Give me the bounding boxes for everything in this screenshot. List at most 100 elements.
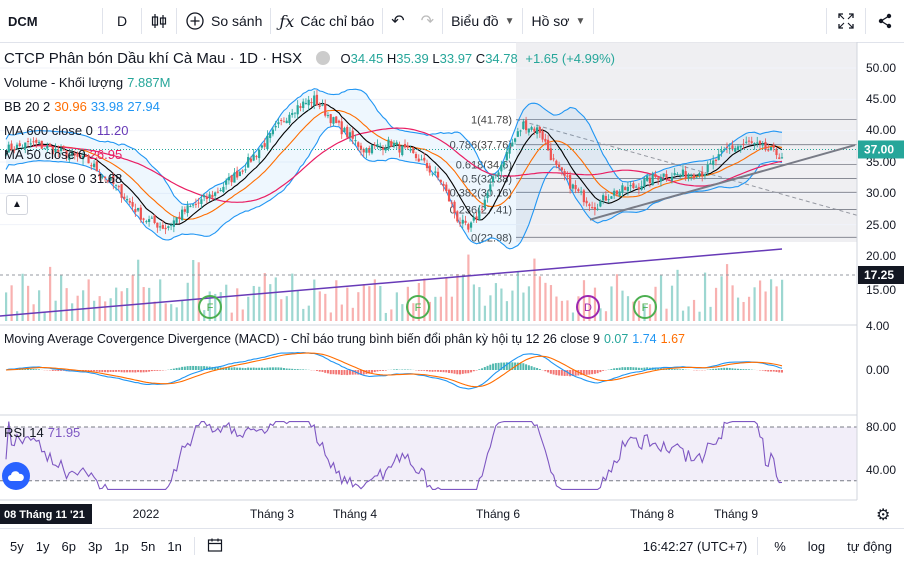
candle-body [764, 142, 766, 150]
macd-histogram-bar [324, 370, 326, 373]
eye-icon[interactable] [316, 51, 330, 65]
price-axis[interactable]: 50.0045.0040.0035.0030.0025.0020.0015.00… [858, 61, 904, 477]
macd-histogram-bar [382, 370, 384, 371]
macd-histogram-bar [27, 369, 29, 370]
percent-scale-button[interactable]: % [768, 539, 792, 554]
macd-histogram-bar [126, 370, 128, 372]
volume-bar [583, 280, 585, 321]
macd-histogram-bar [429, 370, 431, 372]
candle-body [330, 114, 332, 123]
high-value: 35.39 [396, 51, 429, 66]
candle-body [387, 140, 389, 150]
macd-histogram-bar [773, 370, 775, 372]
close-value: 34.78 [485, 51, 518, 66]
candle-body [497, 172, 499, 175]
date-range-button[interactable] [201, 537, 229, 556]
volume-bar [88, 279, 90, 321]
candle-body [187, 205, 189, 213]
undo-button[interactable]: ↶ [383, 0, 412, 42]
candle-body [283, 121, 285, 122]
candle-body [605, 196, 607, 201]
macd-histogram-bar [619, 368, 621, 370]
macd-histogram-bar [533, 367, 535, 370]
share-button[interactable] [866, 0, 904, 42]
candle-type-button[interactable] [142, 0, 176, 42]
auto-scale-button[interactable]: tự động [841, 539, 898, 554]
legend-value: 30.96 [54, 99, 87, 114]
candle-body [203, 195, 205, 197]
candle-body [275, 126, 277, 127]
candle-body [151, 218, 153, 219]
range-button-1p[interactable]: 1p [108, 539, 134, 554]
range-button-1n[interactable]: 1n [161, 539, 187, 554]
candle-body [407, 146, 409, 148]
clock-readout[interactable]: 16:42:27 (UTC+7) [643, 539, 747, 554]
candle-body [665, 174, 667, 178]
volume-bar [236, 288, 238, 321]
volume-bar [522, 293, 524, 321]
collapse-legend-button[interactable]: ▲ [6, 195, 28, 215]
symbol-search[interactable]: DCM [0, 0, 102, 42]
range-button-1y[interactable]: 1y [30, 539, 56, 554]
candle-body [709, 163, 711, 164]
log-scale-button[interactable]: log [802, 539, 831, 554]
profile-menu-button[interactable]: Hồ sơ ▼ [523, 0, 593, 42]
candle-body [745, 142, 747, 143]
redo-button[interactable]: ↷ [413, 0, 442, 42]
range-button-6p[interactable]: 6p [55, 539, 81, 554]
time-axis-label: Tháng 9 [714, 507, 758, 521]
price-axis-label: 40.00 [866, 123, 896, 137]
volume-bar [517, 271, 519, 321]
plus-circle-icon [185, 11, 205, 31]
candle-body [200, 199, 202, 204]
compare-button[interactable]: So sánh [177, 0, 270, 42]
volume-bar [60, 275, 62, 321]
price-chart[interactable]: 1(41.78)0.786(37.76)0.618(34.6)0.5(32.38… [0, 42, 904, 528]
candle-body [528, 129, 530, 133]
event-marker-label: F [415, 302, 422, 314]
indicators-button[interactable]: ƒx Các chỉ báo [271, 0, 382, 42]
candle-body [277, 122, 279, 124]
macd-histogram-bar [525, 364, 527, 370]
volume-bar [478, 287, 480, 321]
volume-bar [297, 291, 299, 321]
candle-body [756, 142, 758, 143]
top-toolbar: DCM D So sánh ƒx Các chỉ báo ↶ ↷ Biểu đồ… [0, 0, 904, 43]
candle-body [602, 195, 604, 200]
settings-gear-icon[interactable]: ⚙ [876, 507, 890, 524]
volume-bar [660, 275, 662, 321]
candle-body [654, 174, 656, 177]
chart-menu-button[interactable]: Biểu đồ ▼ [443, 0, 522, 42]
candle-body [525, 120, 527, 130]
price-axis-label: 30.00 [866, 186, 896, 200]
macd-histogram-bar [104, 370, 106, 372]
range-button-5y[interactable]: 5y [4, 539, 30, 554]
volume-bar [187, 283, 189, 321]
macd-histogram-bar [35, 369, 37, 370]
candle-body [696, 178, 698, 179]
range-button-3p[interactable]: 3p [82, 539, 108, 554]
candle-body [553, 158, 555, 159]
candle-body [641, 186, 643, 190]
candle-body [740, 146, 742, 148]
interval-button[interactable]: D [103, 0, 141, 42]
candle-body [729, 148, 731, 149]
candle-body [759, 141, 761, 144]
macd-histogram-bar [481, 368, 483, 370]
macd-histogram-bar [638, 368, 640, 370]
volume-bar [561, 301, 563, 321]
tradingview-logo[interactable] [2, 462, 30, 490]
fullscreen-button[interactable] [827, 0, 865, 42]
range-button-5n[interactable]: 5n [135, 539, 161, 554]
macd-histogram-bar [426, 370, 428, 371]
legend-macd[interactable]: Moving Average Covergence Divergence (MA… [4, 332, 685, 346]
macd-histogram-bar [261, 368, 263, 370]
candle-body [365, 148, 367, 153]
